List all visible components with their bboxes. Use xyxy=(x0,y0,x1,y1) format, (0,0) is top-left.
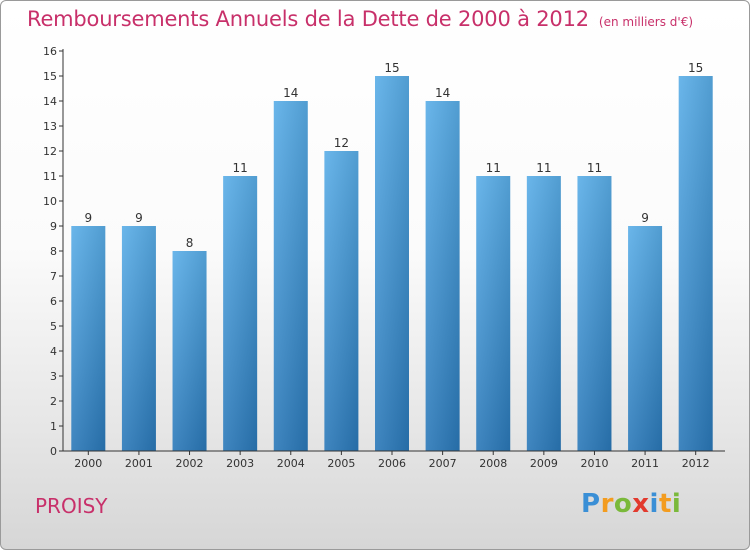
bar-shade xyxy=(526,176,561,451)
bar-shade xyxy=(273,101,308,451)
y-tick-label: 6 xyxy=(50,295,57,308)
x-tick-label: 2010 xyxy=(580,457,608,470)
bar-shade xyxy=(628,226,663,451)
y-tick-label: 7 xyxy=(50,270,57,283)
y-tick-label: 15 xyxy=(43,70,57,83)
x-tick-label: 2007 xyxy=(429,457,457,470)
x-tick-label: 2002 xyxy=(176,457,204,470)
x-tick-label: 2011 xyxy=(631,457,659,470)
x-tick-label: 2001 xyxy=(125,457,153,470)
x-tick-label: 2009 xyxy=(530,457,558,470)
y-tick-label: 0 xyxy=(50,445,57,458)
chart-title: Remboursements Annuels de la Dette de 20… xyxy=(27,7,589,31)
data-label: 9 xyxy=(84,211,92,225)
bar-shade xyxy=(476,176,511,451)
x-tick-label: 2003 xyxy=(226,457,254,470)
y-tick-label: 5 xyxy=(50,320,57,333)
y-tick-label: 14 xyxy=(43,95,57,108)
bars xyxy=(71,76,713,451)
bar-shade xyxy=(425,101,460,451)
data-label: 11 xyxy=(486,161,501,175)
bar-shade xyxy=(172,251,207,451)
commune-name: PROISY xyxy=(35,494,108,518)
proxiti-logo: Proxiti xyxy=(581,489,682,519)
bar-shade xyxy=(678,76,713,451)
chart-subtitle: (en milliers d'€) xyxy=(598,15,694,29)
bar-shade xyxy=(577,176,612,451)
y-tick-label: 10 xyxy=(43,195,57,208)
bar-shade xyxy=(375,76,409,451)
data-label: 12 xyxy=(334,136,349,150)
x-tick-label: 2008 xyxy=(479,457,507,470)
y-tick-label: 3 xyxy=(50,370,57,383)
data-label: 14 xyxy=(435,86,450,100)
y-tick-label: 8 xyxy=(50,245,57,258)
x-tick-label: 2012 xyxy=(682,457,710,470)
bar-shade xyxy=(71,226,106,451)
y-tick-label: 4 xyxy=(50,345,57,358)
title-row: Remboursements Annuels de la Dette de 20… xyxy=(27,7,693,31)
x-tick-label: 2004 xyxy=(277,457,305,470)
bar-shade xyxy=(223,176,258,451)
x-tick-label: 2006 xyxy=(378,457,406,470)
x-tick-label: 2000 xyxy=(74,457,102,470)
x-tick-label: 2005 xyxy=(327,457,355,470)
y-tick-label: 11 xyxy=(43,170,57,183)
data-label: 14 xyxy=(283,86,298,100)
data-label: 8 xyxy=(186,236,194,250)
bar-shade xyxy=(121,226,156,451)
data-label: 15 xyxy=(688,61,703,75)
y-tick-label: 16 xyxy=(43,45,57,58)
data-label: 11 xyxy=(233,161,248,175)
x-axis: 2000 2001 2002 2003 2004 2005 2006 2007 2008 2009… xyxy=(63,450,725,470)
data-label: 11 xyxy=(587,161,602,175)
data-label: 15 xyxy=(384,61,399,75)
y-tick-label: 13 xyxy=(43,120,57,133)
data-label: 9 xyxy=(641,211,649,225)
data-label: 11 xyxy=(536,161,551,175)
data-labels: 9 9 8 11 14 12 15 14 11 11 11 9 15 xyxy=(84,61,703,250)
y-tick-label: 9 xyxy=(50,220,57,233)
y-tick-label: 1 xyxy=(50,420,57,433)
y-tick-label: 2 xyxy=(50,395,57,408)
data-label: 9 xyxy=(135,211,143,225)
y-tick-label: 12 xyxy=(43,145,57,158)
bar-shade xyxy=(324,151,359,451)
